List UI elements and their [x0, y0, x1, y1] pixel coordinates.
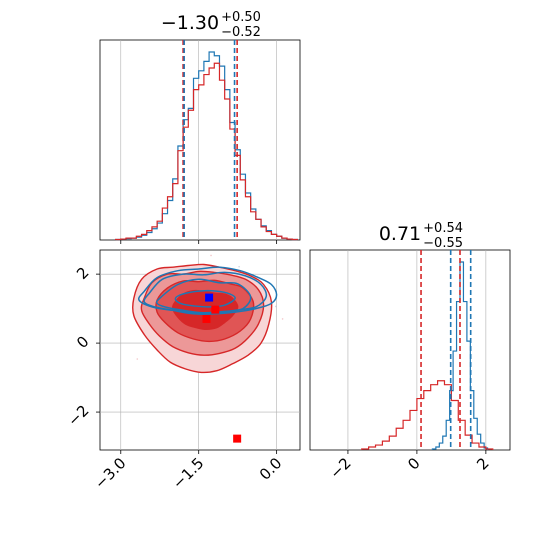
joint-frame — [99, 249, 301, 451]
y-title: 0.71 — [379, 223, 421, 245]
joint-xtick-label: 0.0 — [256, 454, 286, 484]
histogram-blue-series — [431, 261, 489, 450]
y-hist-xtick-label: −2 — [326, 454, 354, 482]
blue-marker — [205, 293, 214, 302]
x-title-value: −1.30 — [161, 12, 219, 34]
blue-contour-level-1 — [174, 289, 236, 308]
blue-contour-level-2 — [155, 278, 252, 314]
y-hist-xtick-label: 2 — [473, 454, 492, 473]
x-title-plus: +0.50 — [221, 10, 261, 25]
x-histogram-xticks — [120, 240, 278, 244]
joint-ytick-label: 2 — [73, 264, 92, 283]
y-histogram-series — [361, 261, 494, 450]
histogram-red-series — [361, 380, 494, 450]
y-title-plus: +0.54 — [423, 221, 463, 236]
joint-markers — [202, 293, 242, 443]
x-histogram-quantiles — [182, 40, 238, 240]
red-marker-2 — [202, 314, 211, 323]
scatter-dot — [136, 358, 139, 360]
joint-xtick-label: −1.5 — [169, 454, 207, 492]
x-histogram-grid — [120, 40, 277, 240]
y-histogram-grid — [347, 250, 487, 450]
panel-joint-contour: −3.0 −1.5 0.0 −2 0 2 — [64, 249, 301, 493]
x-title-minus: −0.52 — [221, 25, 261, 40]
y-histogram-xticks: −2 0 2 — [326, 450, 493, 482]
scatter-dot — [238, 265, 240, 268]
y-histogram-frame — [309, 249, 511, 451]
y-hist-xtick-label: 0 — [404, 454, 423, 473]
joint-xtick-label: −3.0 — [91, 454, 129, 492]
scatter-dot — [275, 305, 277, 308]
scatter-dot — [281, 318, 284, 320]
joint-xticks: −3.0 −1.5 0.0 — [91, 450, 285, 493]
histogram-blue-series — [114, 51, 299, 241]
y-histogram-quantiles — [420, 250, 472, 450]
joint-ytick-label: −2 — [64, 401, 92, 429]
joint-ytick-label: 0 — [73, 332, 92, 351]
red-marker-3 — [233, 434, 242, 443]
red-marker-1 — [211, 305, 220, 314]
panel-y-histogram: −2 0 2 0.71 +0.54 −0.55 — [309, 221, 511, 482]
scatter-dot — [210, 254, 212, 257]
panel-x-histogram: −1.30 +0.50 −0.52 — [99, 10, 301, 244]
histogram-red-series — [114, 62, 299, 241]
joint-yticks: −2 0 2 — [64, 264, 100, 430]
x-title: −1.30 — [161, 12, 219, 34]
y-title-value: 0.71 — [379, 223, 421, 245]
joint-blue-contours — [137, 266, 278, 315]
blue-contour-level-4 — [137, 266, 278, 315]
x-histogram-frame — [99, 39, 301, 241]
y-title-minus: −0.55 — [423, 236, 463, 251]
x-histogram-series — [114, 51, 299, 241]
